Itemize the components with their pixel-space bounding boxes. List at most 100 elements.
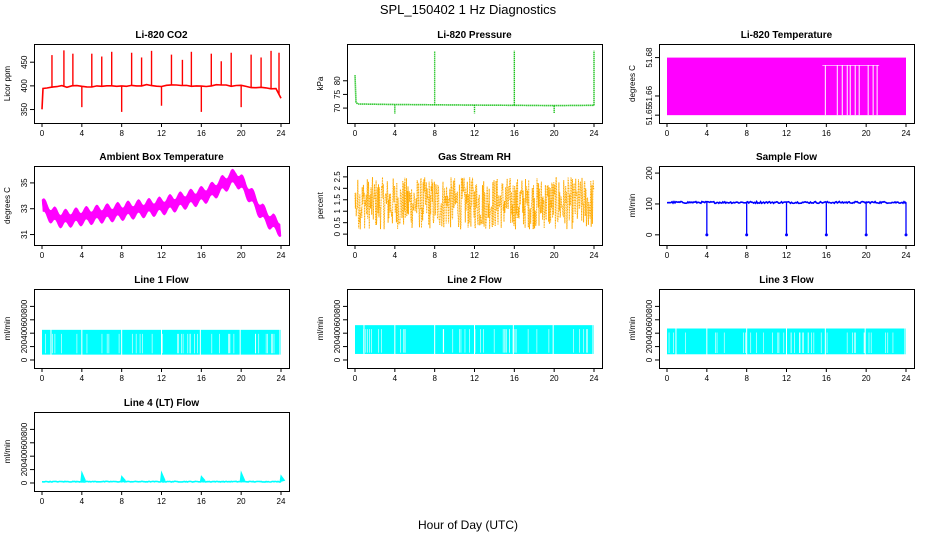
y-tick-label: 400 bbox=[645, 326, 654, 340]
x-tick-label: 0 bbox=[665, 129, 670, 138]
data-spike bbox=[120, 475, 127, 483]
panel-title: Sample Flow bbox=[756, 152, 817, 163]
x-tick-label: 12 bbox=[470, 129, 479, 138]
panel-5: Gas Stream RH percent 0 4 8 12 16 20 24 0 0.5 1 1.5 2… bbox=[316, 152, 603, 260]
y-tick-label: 80 bbox=[333, 76, 342, 85]
series-band bbox=[41, 168, 282, 238]
x-tick-label: 0 bbox=[40, 129, 45, 138]
x-tick-label: 4 bbox=[705, 374, 710, 383]
x-tick-label: 8 bbox=[119, 129, 124, 138]
y-tick-label: 75 bbox=[333, 89, 342, 98]
y-tick-label: 0 bbox=[20, 480, 29, 485]
x-tick-label: 0 bbox=[40, 374, 45, 383]
y-axis-label: ml/min bbox=[316, 317, 325, 341]
panel-frame bbox=[34, 289, 290, 369]
plot-area bbox=[42, 470, 286, 483]
y-tick-label: 35 bbox=[20, 178, 29, 187]
y-axis-label: degrees C bbox=[628, 65, 637, 102]
x-tick-label: 24 bbox=[590, 374, 599, 383]
y-axis-label: ml/min bbox=[3, 440, 12, 464]
series-band bbox=[667, 57, 906, 116]
x-tick-label: 8 bbox=[744, 129, 749, 138]
panel-10: Line 4 (LT) Flow ml/min 0 4 8 12 16 20 24 0 200400… bbox=[3, 398, 290, 506]
y-tick-label: 100 bbox=[645, 197, 654, 211]
y-tick-label: 70 bbox=[333, 103, 342, 112]
y-tick-label: 51.65 bbox=[645, 105, 654, 126]
x-tick-label: 12 bbox=[157, 129, 166, 138]
panel-title: Li-820 Temperature bbox=[741, 30, 833, 41]
data-point bbox=[785, 233, 788, 237]
x-tick-label: 24 bbox=[277, 129, 286, 138]
data-spike bbox=[199, 475, 206, 483]
y-axis-label: degrees C bbox=[3, 187, 12, 224]
y-axis-label: kPa bbox=[316, 76, 325, 90]
y-tick-label: 200 bbox=[333, 339, 342, 353]
x-tick-label: 20 bbox=[862, 374, 871, 383]
data-point bbox=[745, 233, 749, 237]
y-tick-label: 350 bbox=[20, 102, 29, 116]
x-tick-label: 8 bbox=[119, 497, 124, 506]
y-tick-label: 600 bbox=[645, 313, 654, 327]
x-tick-label: 0 bbox=[665, 251, 670, 260]
x-tick-label: 20 bbox=[862, 129, 871, 138]
x-tick-label: 8 bbox=[119, 251, 124, 260]
y-tick-label: 200 bbox=[645, 339, 654, 353]
x-tick-label: 24 bbox=[277, 251, 286, 260]
y-tick-label: 200 bbox=[645, 166, 654, 180]
panel-2: Li-820 Pressure kPa 0 4 8 12 16 20 24 70 75 80 bbox=[316, 30, 603, 138]
x-tick-label: 0 bbox=[353, 129, 358, 138]
panel-title: Li-820 CO2 bbox=[135, 30, 188, 41]
y-axis-label: ml/min bbox=[628, 194, 637, 218]
x-tick-label: 4 bbox=[393, 374, 398, 383]
y-tick-label: 33 bbox=[20, 204, 29, 213]
plot-area bbox=[42, 329, 281, 356]
series-line bbox=[41, 83, 282, 110]
y-tick-label: 600 bbox=[333, 313, 342, 327]
x-tick-label: 24 bbox=[590, 251, 599, 260]
x-tick-label: 12 bbox=[157, 374, 166, 383]
y-tick-label: 200 bbox=[20, 339, 29, 353]
x-tick-label: 0 bbox=[665, 374, 670, 383]
x-tick-label: 0 bbox=[40, 251, 45, 260]
y-tick-label: 31 bbox=[20, 230, 29, 239]
x-tick-label: 4 bbox=[705, 129, 710, 138]
y-tick-label: 400 bbox=[20, 79, 29, 93]
x-tick-label: 4 bbox=[80, 129, 85, 138]
series-line bbox=[354, 75, 595, 107]
series-line bbox=[354, 176, 595, 230]
panel-title: Gas Stream RH bbox=[438, 152, 511, 163]
data-spike bbox=[159, 470, 166, 483]
y-axis-label: ml/min bbox=[3, 317, 12, 341]
panel-title: Line 1 Flow bbox=[134, 275, 189, 286]
y-tick-label: 0 bbox=[645, 357, 654, 362]
x-tick-label: 8 bbox=[432, 129, 437, 138]
data-point bbox=[705, 233, 709, 237]
figure-title: SPL_150402 1 Hz Diagnostics bbox=[379, 2, 557, 17]
y-tick-label: 1 bbox=[333, 208, 342, 213]
x-tick-label: 24 bbox=[902, 251, 911, 260]
y-tick-label: 0.5 bbox=[333, 217, 342, 229]
x-tick-label: 4 bbox=[705, 251, 710, 260]
x-tick-label: 16 bbox=[510, 374, 519, 383]
y-tick-label: 800 bbox=[645, 299, 654, 313]
panel-title: Ambient Box Temperature bbox=[99, 152, 224, 163]
x-tick-label: 16 bbox=[510, 129, 519, 138]
x-tick-label: 16 bbox=[822, 251, 831, 260]
panel-title: Line 3 Flow bbox=[759, 275, 814, 286]
y-tick-label: 51.66 bbox=[645, 85, 654, 106]
x-tick-label: 12 bbox=[470, 374, 479, 383]
x-tick-label: 20 bbox=[237, 497, 246, 506]
plot-area bbox=[355, 324, 594, 355]
x-tick-label: 8 bbox=[119, 374, 124, 383]
plot-area bbox=[354, 176, 595, 230]
x-tick-label: 24 bbox=[902, 374, 911, 383]
plot-area bbox=[667, 200, 908, 237]
y-tick-label: 2 bbox=[333, 186, 342, 191]
y-tick-label: 1.5 bbox=[333, 194, 342, 206]
y-tick-label: 51.68 bbox=[645, 47, 654, 68]
x-tick-label: 20 bbox=[237, 374, 246, 383]
x-tick-label: 16 bbox=[197, 497, 206, 506]
y-tick-label: 400 bbox=[20, 449, 29, 463]
